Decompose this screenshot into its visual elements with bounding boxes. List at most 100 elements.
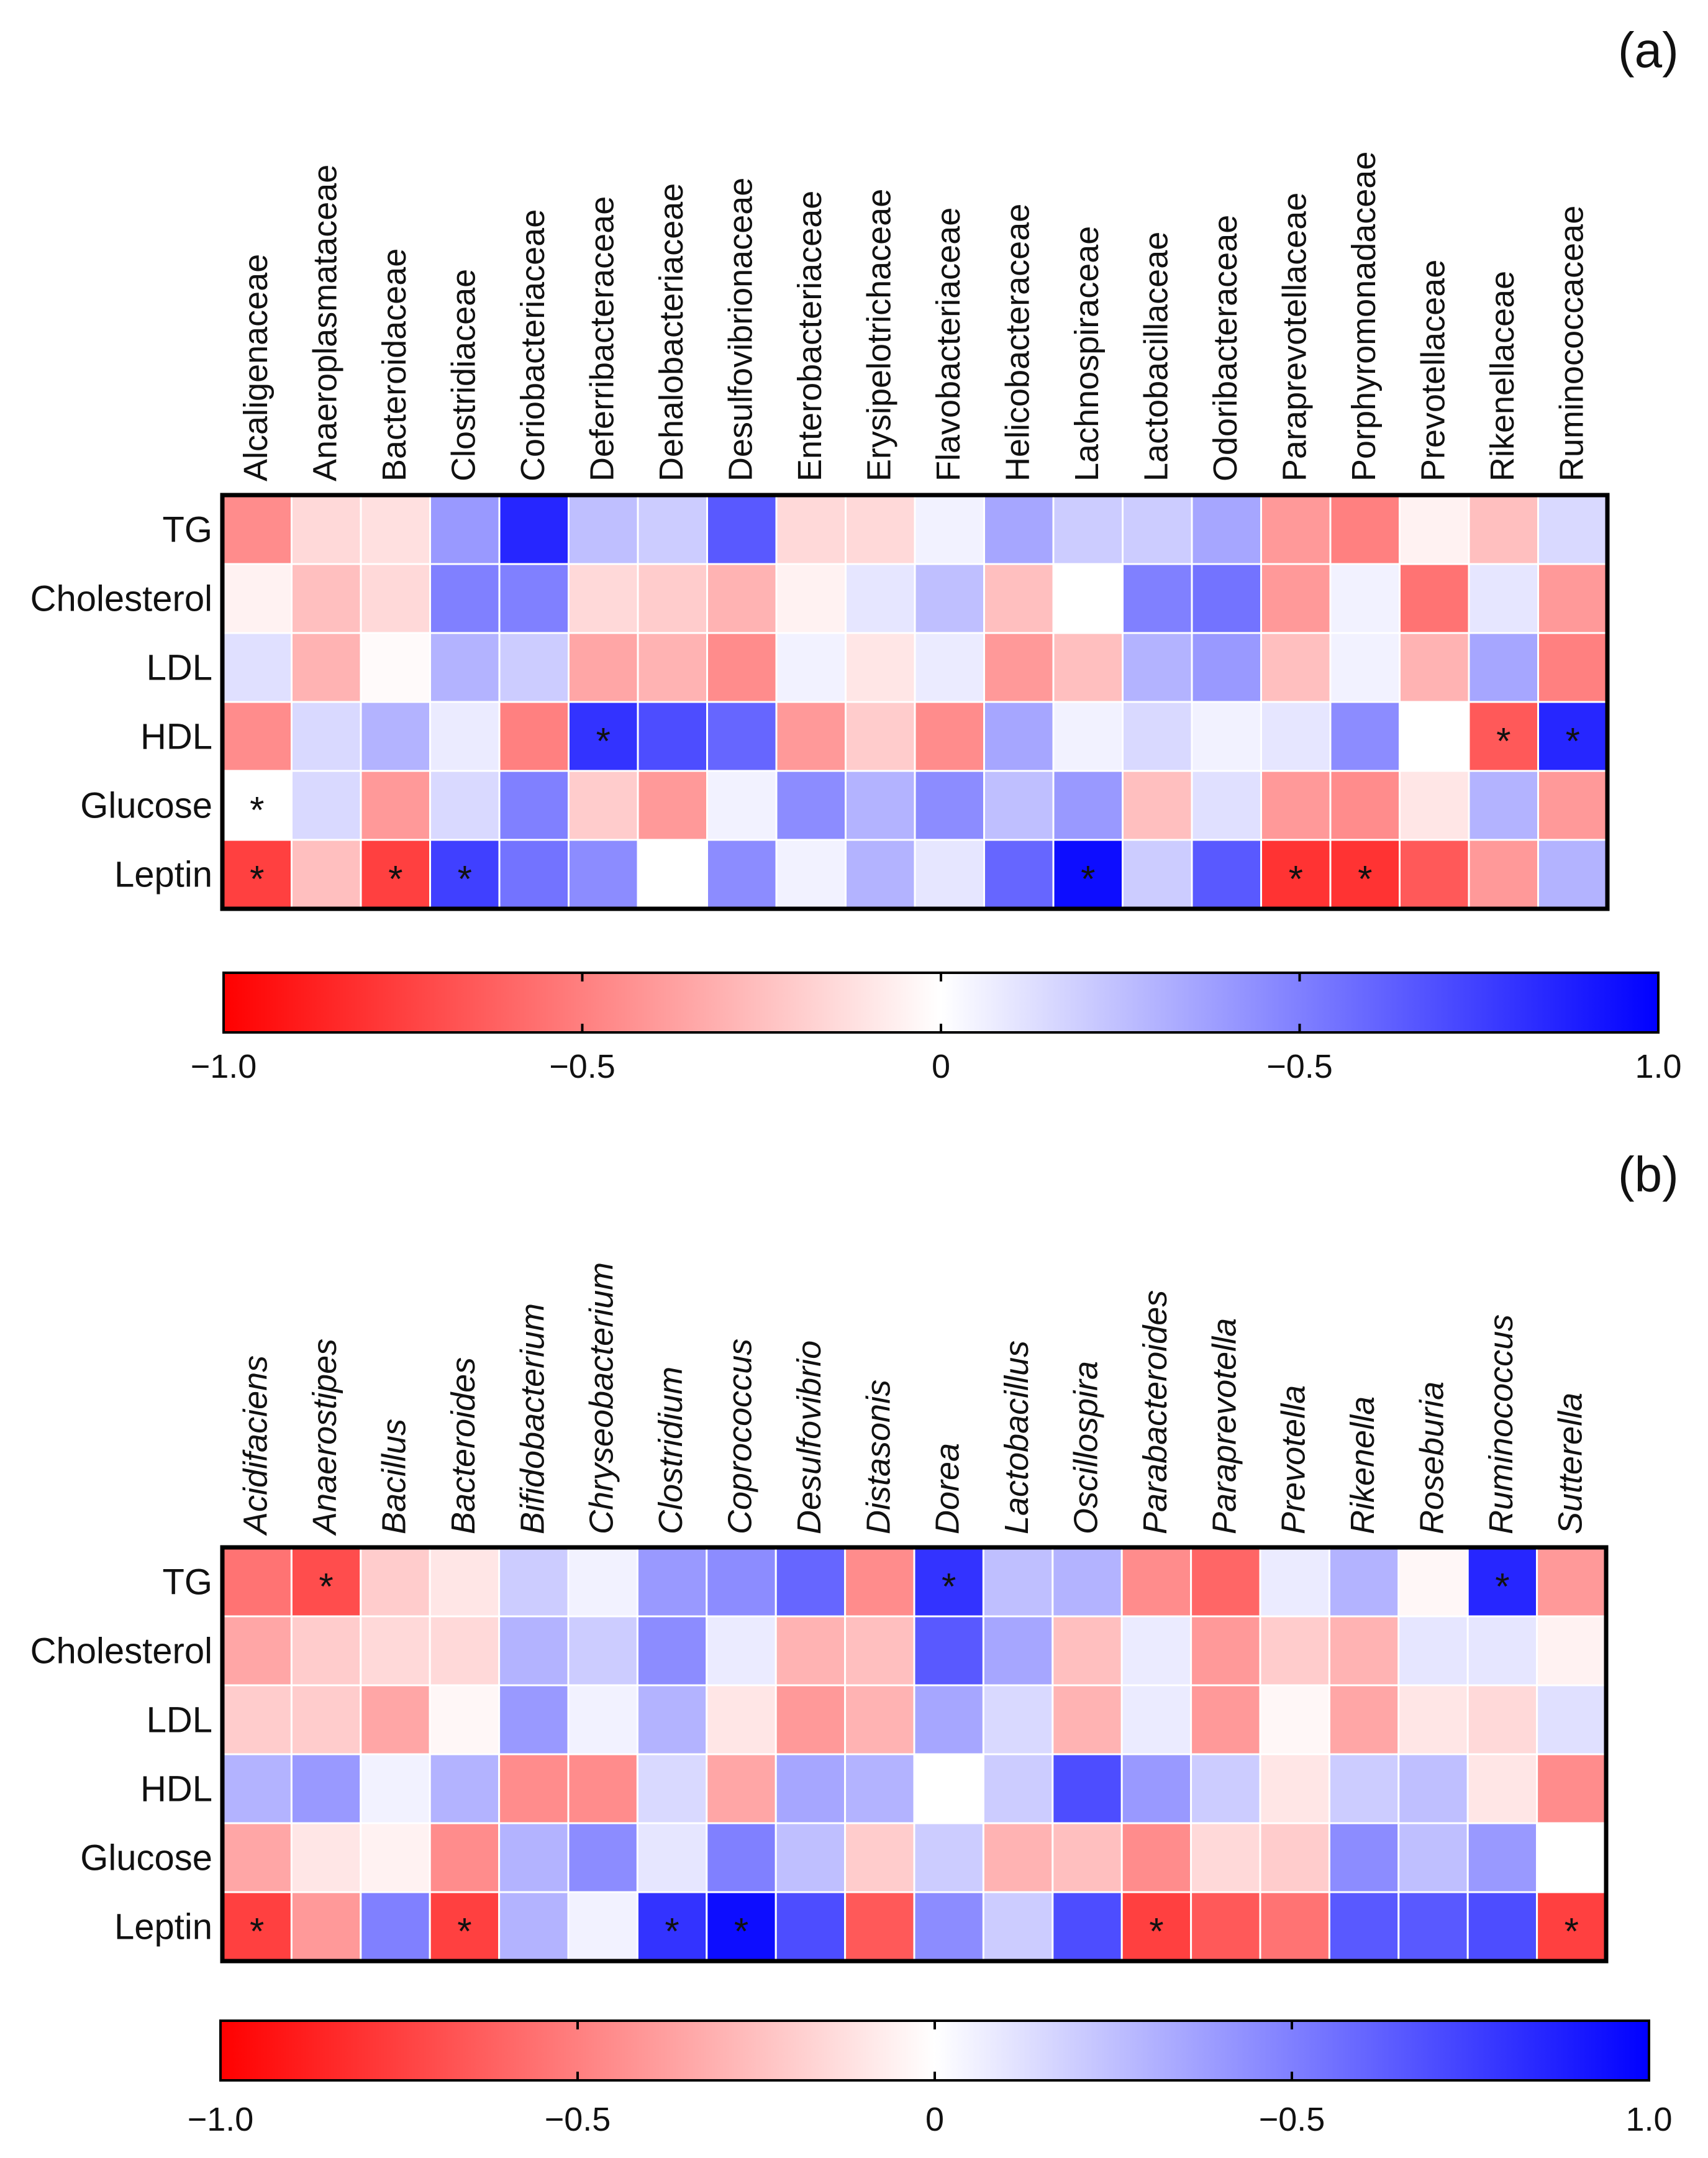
colorbar-tick-label: 1.0 (1625, 2101, 1672, 2138)
heatmap-cell (706, 1753, 777, 1824)
heatmap-cell (636, 1615, 708, 1687)
heatmap-cell (360, 494, 431, 565)
significance-marker: * (250, 1911, 264, 1952)
heatmap-cell (360, 1891, 431, 1962)
heatmap-cell (1468, 494, 1539, 565)
heatmap-cell (1052, 563, 1124, 634)
significance-marker: * (1496, 721, 1510, 762)
significance-marker: * (457, 1911, 471, 1952)
heatmap-cell (1052, 1684, 1123, 1755)
heatmap-cell (844, 1615, 915, 1687)
heatmap-cell (568, 839, 639, 910)
heatmap-cell (498, 1822, 570, 1893)
heatmap-cell (1399, 563, 1470, 634)
heatmap-frame (220, 493, 1610, 911)
heatmap-cell (1468, 701, 1539, 772)
column-label: Paraprevotellaceae (1276, 193, 1313, 481)
heatmap-cell (1466, 1891, 1538, 1962)
column-label: Lachnospiraceae (1068, 226, 1106, 481)
heatmap-cell (775, 1891, 847, 1962)
heatmap-cell (775, 494, 847, 565)
column-label: Alcaligenaceae (237, 254, 275, 481)
heatmap-cell (1191, 563, 1262, 634)
heatmap-cell (1399, 770, 1470, 841)
heatmap-cell (221, 1615, 293, 1687)
panel-b-heatmap: (b) Acidifaciens Anaerostipes Bacillus Bacte… (30, 1147, 1679, 2138)
heatmap-cell (1190, 1615, 1261, 1687)
significance-marker: * (1566, 721, 1580, 762)
heatmap-cell (1259, 1822, 1330, 1893)
heatmap-cell (775, 1753, 847, 1824)
panel-label: (b) (1618, 1147, 1679, 1202)
heatmap-cell (637, 632, 708, 703)
colorbar (219, 2019, 1650, 2082)
heatmap-cell (1052, 1822, 1123, 1893)
significance-marker: * (942, 1566, 956, 1608)
heatmap-cell (983, 563, 1055, 634)
heatmap-cell (1466, 1684, 1538, 1755)
heatmap-cell (983, 632, 1055, 703)
column-label: Distasonis (860, 1380, 897, 1534)
heatmap-cell (1052, 770, 1124, 841)
column-label: Anaerostipes (306, 1339, 343, 1536)
heatmap-cell (1466, 1822, 1538, 1893)
heatmap-cell (1536, 1753, 1607, 1824)
significance-marker: * (250, 858, 264, 900)
row-label: Leptin (114, 1907, 212, 1947)
heatmap-cell (1259, 1891, 1330, 1962)
row-label: TG (162, 510, 212, 550)
heatmap-cell (913, 1753, 984, 1824)
heatmap-cell (1397, 1822, 1469, 1893)
heatmap-cell (913, 1615, 984, 1687)
heatmap-cell (1190, 1684, 1261, 1755)
heatmap-cell (1397, 1684, 1469, 1755)
heatmap-cell (1328, 1753, 1400, 1824)
heatmap-cell (1397, 1546, 1469, 1618)
heatmap-cell (1191, 632, 1262, 703)
heatmap-cell (982, 1891, 1054, 1962)
heatmap-cell (775, 1546, 847, 1618)
heatmap-cell (498, 1546, 570, 1618)
heatmap-cell (983, 494, 1055, 565)
heatmap-cell (1122, 494, 1193, 565)
heatmap-cell (706, 839, 778, 910)
heatmap-cell (360, 632, 431, 703)
heatmap-cell (775, 1684, 847, 1755)
heatmap-cell (1328, 1615, 1400, 1687)
heatmap-cell (1191, 770, 1262, 841)
column-label: Sutterella (1551, 1393, 1589, 1534)
heatmap-cell (291, 563, 362, 634)
heatmap-cell (1120, 1684, 1192, 1755)
heatmap-cell (1122, 839, 1193, 910)
heatmap-cell (429, 1753, 501, 1824)
column-label: Desulfovibrio (791, 1341, 828, 1534)
heatmap-cell (1466, 1615, 1538, 1687)
heatmap-cell (636, 1753, 708, 1824)
heatmap-cell (290, 1615, 362, 1687)
significance-marker: * (1565, 1911, 1579, 1952)
heatmap-cell (360, 701, 431, 772)
column-label: Chryseobacterium (583, 1262, 620, 1534)
heatmap-cell (1397, 1753, 1469, 1824)
heatmap-cell (1537, 632, 1609, 703)
heatmap-cell (1329, 494, 1401, 565)
heatmap-cell (1468, 839, 1539, 910)
heatmap-cell (221, 1546, 293, 1618)
heatmap-cell (498, 701, 570, 772)
heatmap-cell (706, 1615, 777, 1687)
heatmap-cell (1397, 1891, 1469, 1962)
heatmap-cell (1397, 1615, 1469, 1687)
heatmap-cell (221, 1753, 293, 1824)
heatmap-cell (498, 632, 570, 703)
heatmap-cell (845, 632, 916, 703)
heatmap-cell (1328, 1891, 1400, 1962)
heatmap-cell (982, 1615, 1054, 1687)
row-label: Leptin (114, 855, 212, 895)
heatmap-cell (1120, 1615, 1192, 1687)
heatmap-cell (221, 1684, 293, 1755)
row-label: HDL (140, 1769, 212, 1810)
column-label: Prevotellaceae (1414, 260, 1451, 481)
column-label: Odoribacteraceae (1207, 215, 1244, 481)
heatmap-cell (498, 494, 570, 565)
heatmap-cell (429, 1822, 501, 1893)
